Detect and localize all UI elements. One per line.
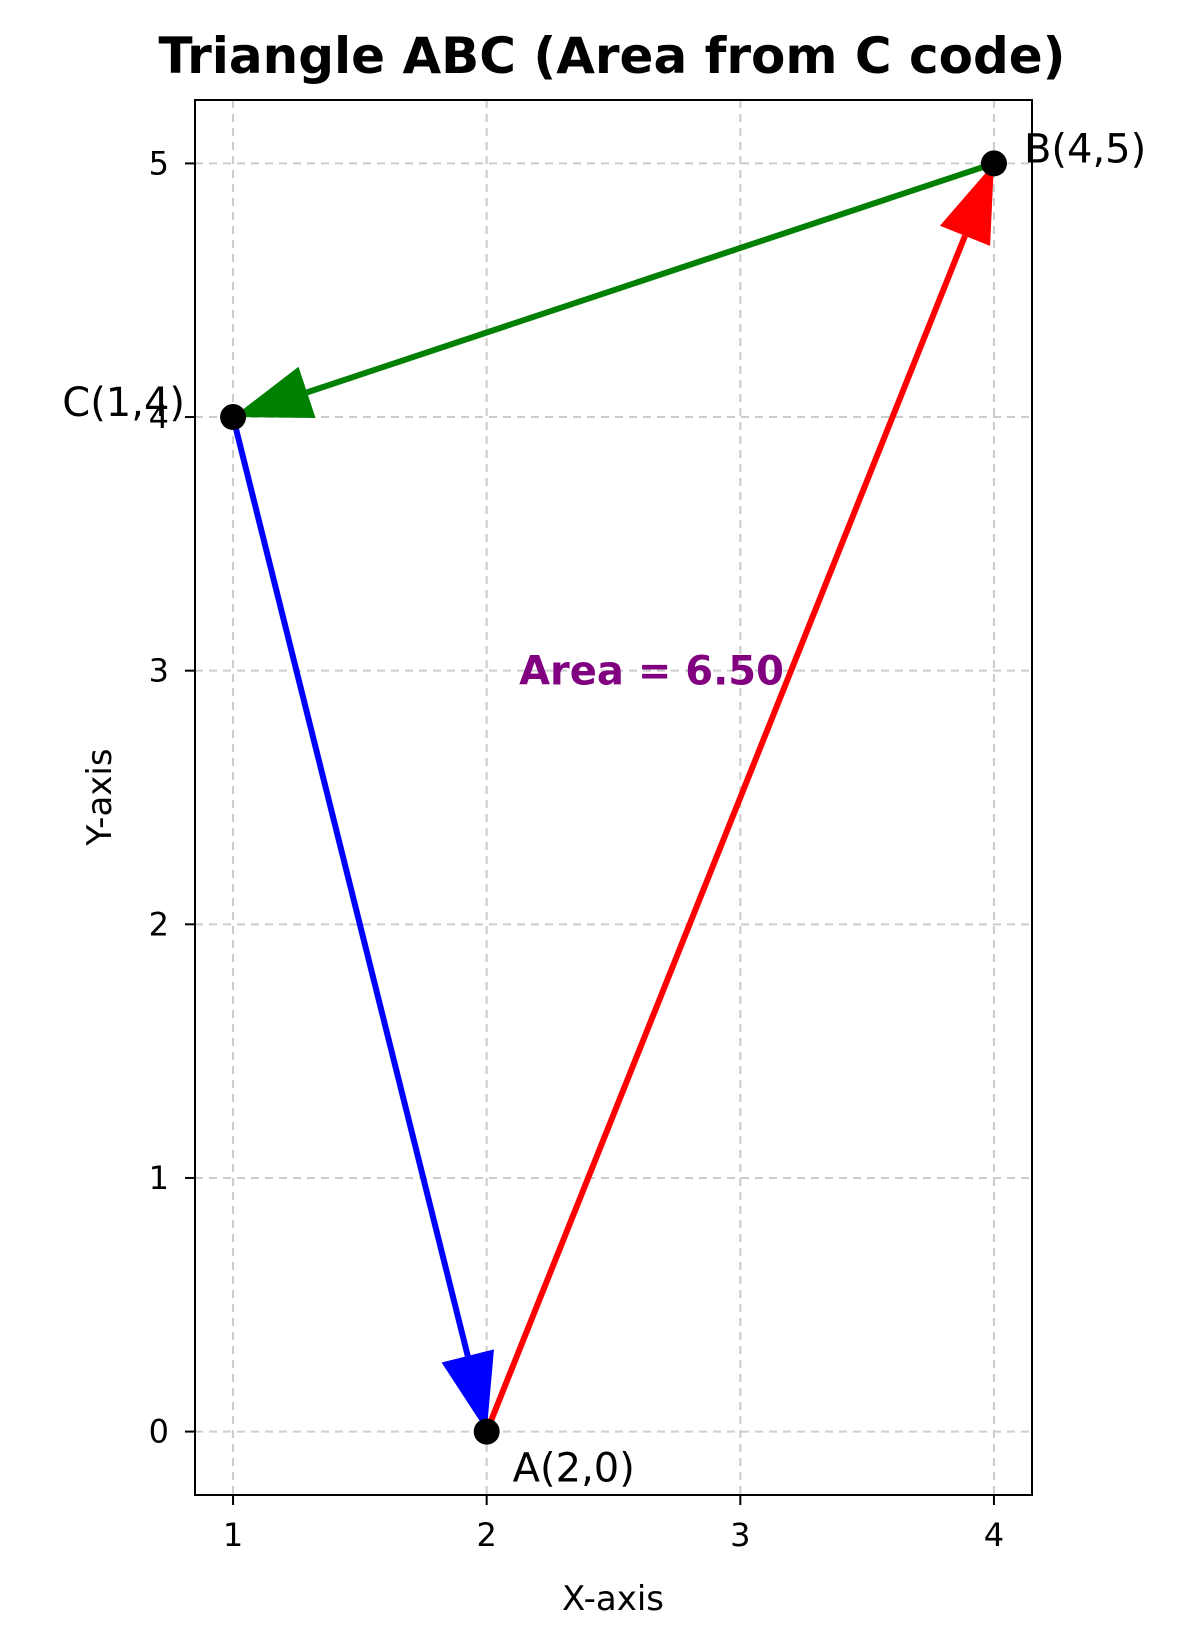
x-axis-label: X-axis [562,1579,664,1619]
grid [195,100,1032,1495]
point-label-a: A(2,0) [513,1446,635,1492]
x-tick-label: 2 [477,1516,497,1554]
y-tick-label: 4 [149,398,169,436]
point-label-b: B(4,5) [1024,126,1146,172]
x-tick-label: 1 [223,1516,243,1554]
point-label-c: C(1,4) [62,380,185,426]
y-tick-label: 2 [149,905,169,943]
point-c [220,404,247,431]
point-b [980,150,1007,177]
arrow-head [441,1349,494,1432]
y-tick-label: 1 [149,1159,169,1197]
x-tick-label: 3 [730,1516,750,1554]
area-annotation: Area = 6.50 [519,649,784,695]
chart-title: Triangle ABC (Area from C code) [158,27,1065,85]
y-ticks: 0 1 2 3 4 5 [149,144,195,1451]
y-tick-label: 0 [149,1413,169,1451]
arrow-head [233,366,316,418]
y-tick-label: 5 [149,144,169,182]
arrows-layer [230,160,995,1433]
arrow-shaft [306,160,995,396]
y-tick-label: 3 [149,652,169,690]
point-a [473,1418,500,1445]
x-tick-label: 4 [984,1516,1004,1554]
arrow-shaft [483,234,968,1433]
arrow-head [939,163,994,246]
x-ticks: 1 2 3 4 [223,1495,1004,1554]
y-axis-label: Y-axis [80,748,120,846]
plot-frame [194,99,1033,1496]
arrow-shaft [230,416,471,1357]
points-layer: A(2,0) B(4,5) C(1,4) [62,126,1146,1491]
